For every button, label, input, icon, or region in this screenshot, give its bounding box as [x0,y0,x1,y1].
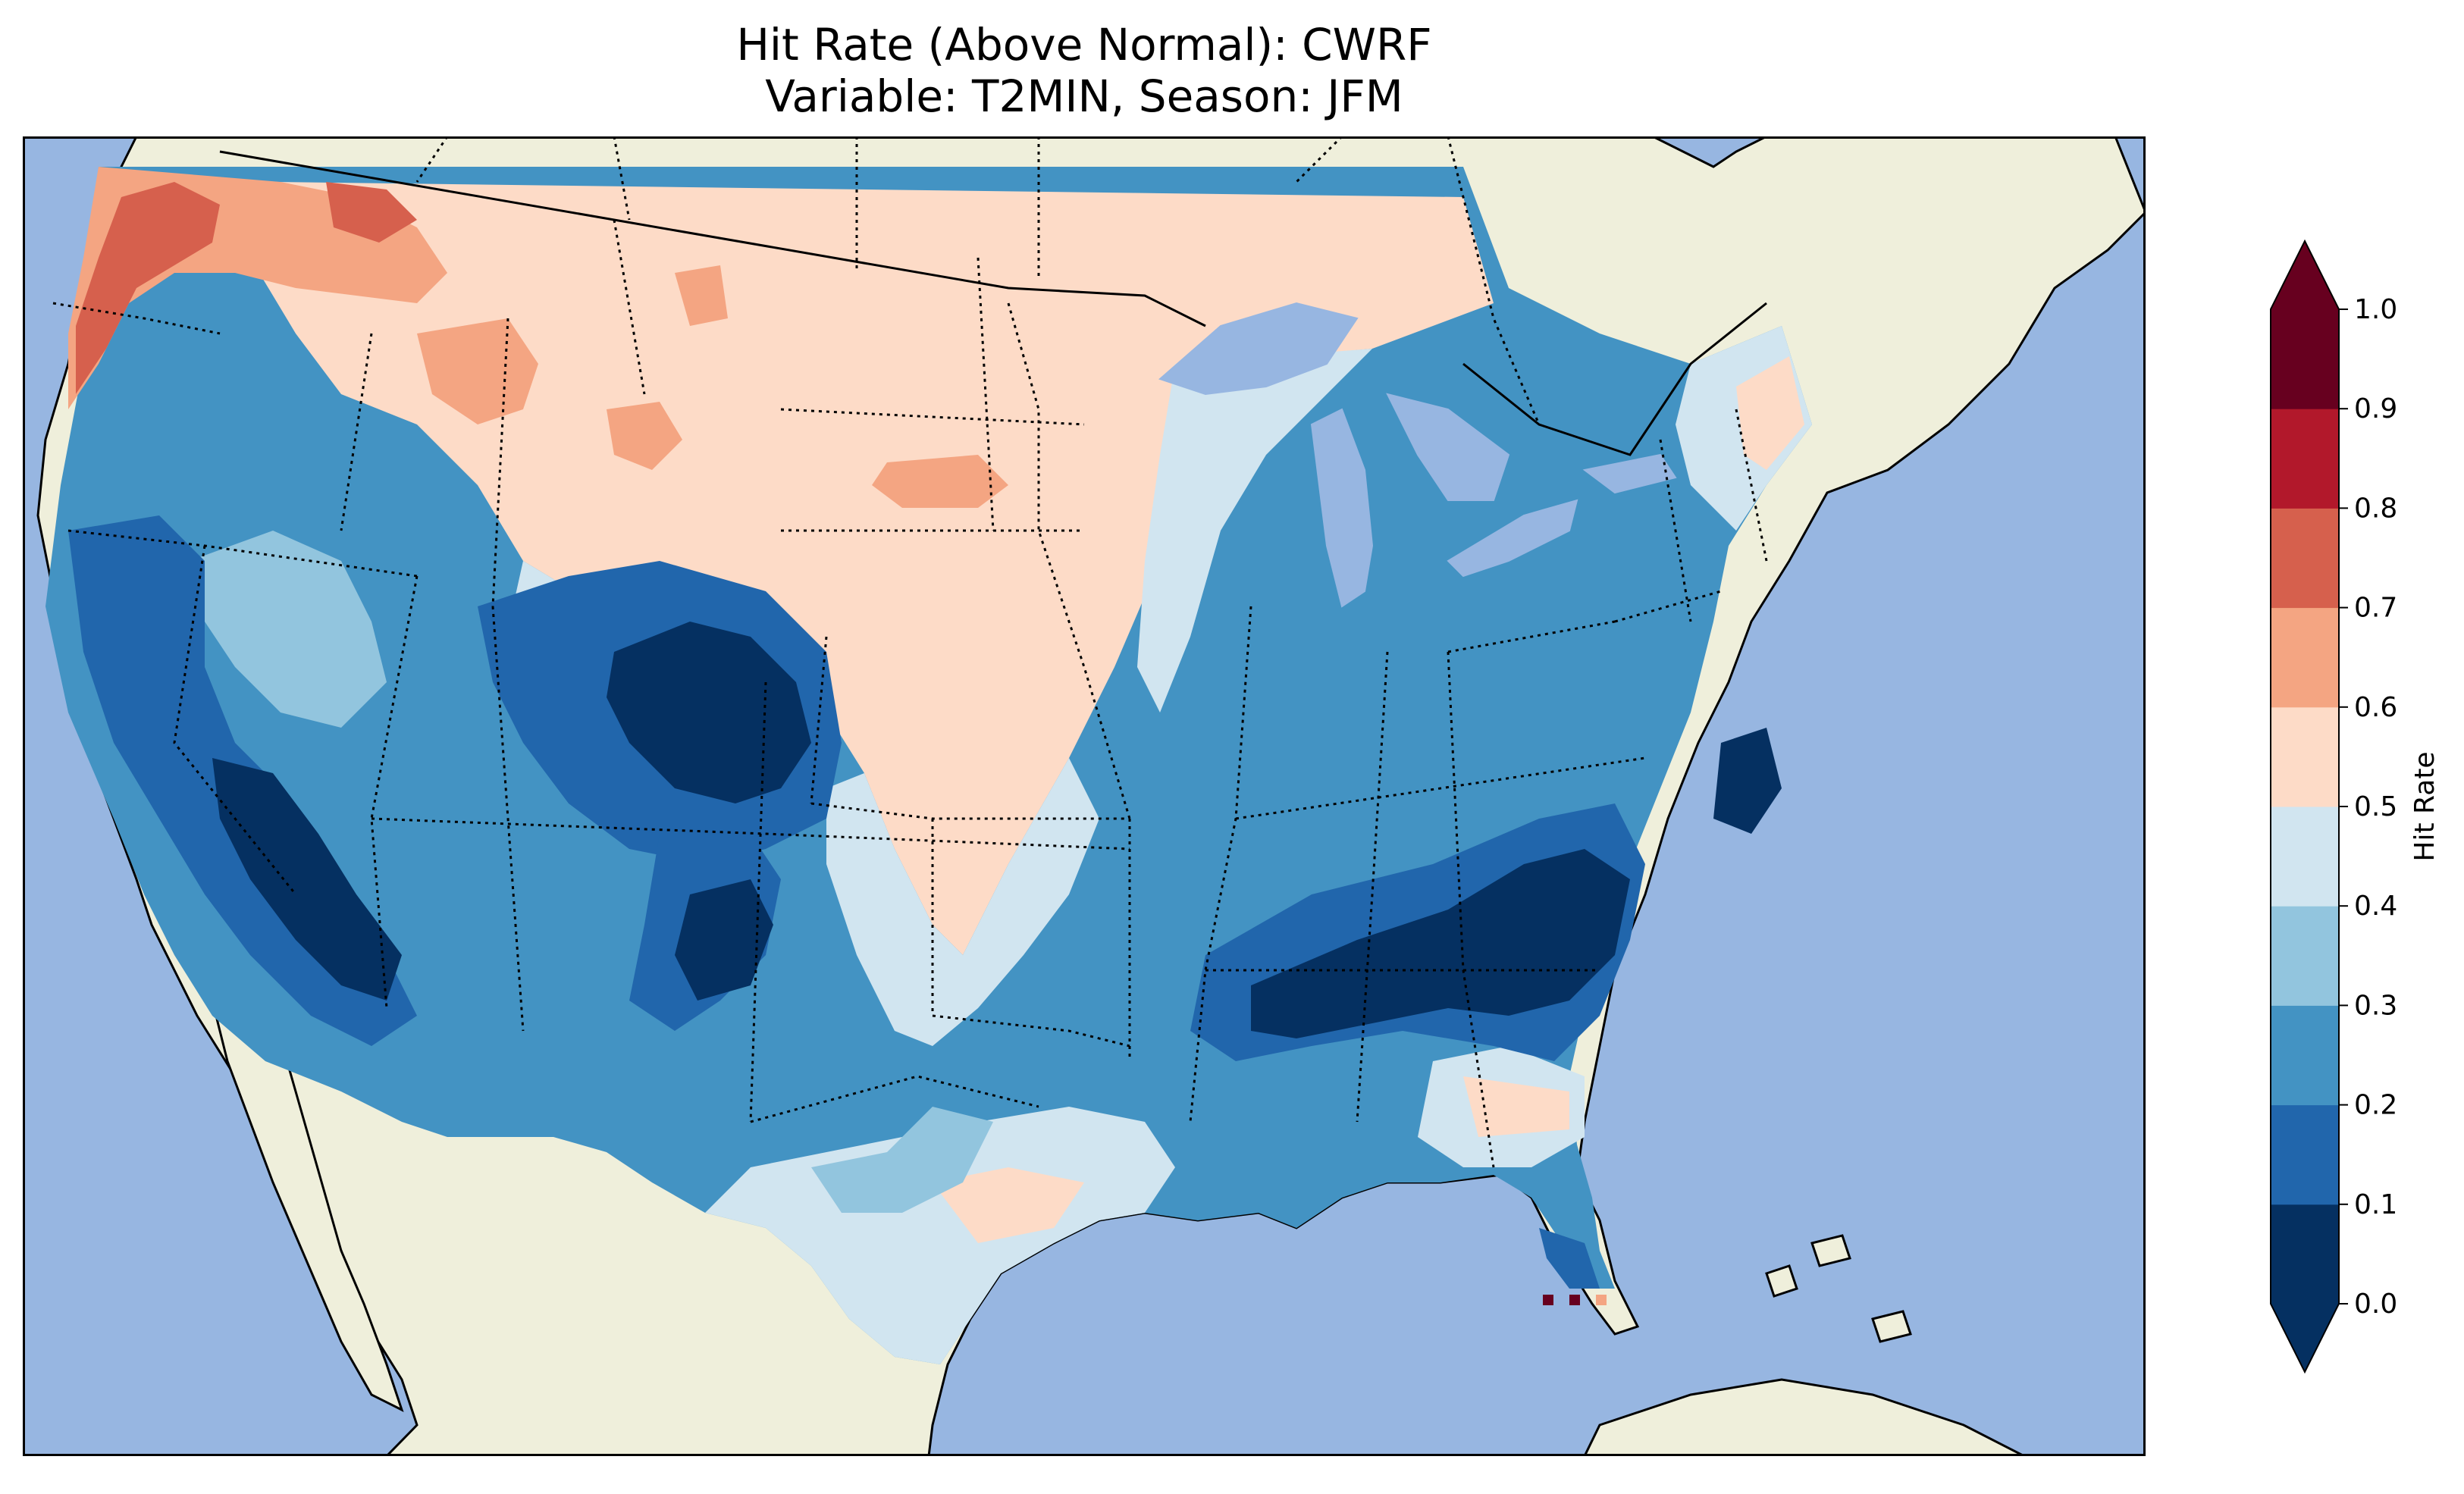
field-orange-dakota [872,455,1008,508]
colorbar-segment-0.2-0.3 [2271,1005,2339,1106]
island-cuba [1583,1378,2025,1456]
field-light-blue-north [1137,349,1372,713]
map-title-line1: Hit Rate (Above Normal): CWRF [736,19,1432,70]
field-red-idaho [326,182,417,243]
colorbar-tick-label: 0.6 [2354,692,2397,723]
field-darkest-newmexico [675,879,773,1001]
field-orange-north [675,265,728,326]
colorbar-segment-0.5-0.6 [2271,706,2339,807]
international-borders [219,150,1767,456]
map-title-line2: Variable: T2MIN, Season: JFM [765,70,1403,122]
island-bahamas-1 [1765,1264,1798,1298]
colorbar-tick-label: 0.9 [2354,393,2397,424]
colorbar-segment-0.3-0.4 [2271,906,2339,1006]
lake-superior [1158,302,1359,396]
marker-orange [1596,1295,1607,1305]
field-texas-pink [933,1167,1084,1243]
lake-erie [1447,499,1578,578]
field-dark-blue-florida [1539,1228,1600,1289]
caribbean-islands [1583,1234,2025,1456]
colorbar-tick-label: 0.3 [2354,990,2397,1021]
colorbar-segment-0.1-0.2 [2271,1104,2339,1205]
island-bahamas-2 [1810,1234,1851,1267]
field-southeast-pink [1463,1076,1569,1137]
field-orange-montana [417,318,538,424]
colorbar: 0.0 0.1 0.2 0.3 0.4 0.5 0.6 0.7 0.8 0.9 1.0 Hit Ra… [2270,239,2440,1374]
lake-ontario [1582,453,1677,494]
colorbar-segment-0.0-0.1 [2271,1204,2339,1305]
colorbar-segments [2270,239,2340,1374]
field-mid-blue-south [811,1107,993,1213]
colorbar-tick-label: 0.7 [2354,593,2397,624]
colorbar-tick-label: 0.5 [2354,791,2397,822]
field-light-blue-plains [826,758,1099,1046]
map-border [23,136,2146,1456]
lake-michigan [1310,408,1374,608]
map-plot-area [23,136,2146,1456]
island-bahamas-3 [1871,1310,1912,1343]
colorbar-tick-label: 0.4 [2354,891,2397,922]
field-orange-wyoming [607,402,682,470]
colorbar-extend-min [2271,1304,2339,1372]
colorbar-tick-label: 0.1 [2354,1189,2397,1220]
colorbar-segment-0.9-1.0 [2271,309,2339,409]
state-borders [52,219,1768,1168]
colorbar-segment-0.6-0.7 [2271,607,2339,708]
field-darkest-southeast [1251,849,1630,1038]
great-lakes [1158,302,1677,608]
lake-huron [1386,393,1510,501]
canada-province-borders [415,136,1541,425]
colorbar-tick-label: 0.0 [2354,1289,2397,1320]
field-northeast-pink [1736,356,1804,470]
field-darkest-nevada [212,758,402,1001]
colorbar-extend-max [2271,241,2339,309]
colorbar-segment-0.8-0.9 [2271,409,2339,509]
colorbar-tick-labels: 0.0 0.1 0.2 0.3 0.4 0.5 0.6 0.7 0.8 0.9 1.0 [2354,294,2397,1320]
colorbar-tick-label: 0.2 [2354,1090,2397,1121]
colorbar-tick-label: 1.0 [2354,294,2397,325]
field-darkest-colorado [607,622,811,803]
colorbar-segment-0.4-0.5 [2271,807,2339,907]
colorbar-label: Hit Rate [2409,751,2440,861]
field-mid-blue-great-basin [190,531,387,728]
colorbar-segment-0.7-0.8 [2271,508,2339,609]
field-red-northwest [76,182,220,394]
field-darkest-carolina [1713,728,1782,834]
marker-darkred-2 [1569,1295,1580,1305]
marker-darkred-1 [1543,1295,1553,1305]
colorbar-ticks [2339,309,2348,1305]
colorbar-tick-label: 0.8 [2354,493,2397,524]
